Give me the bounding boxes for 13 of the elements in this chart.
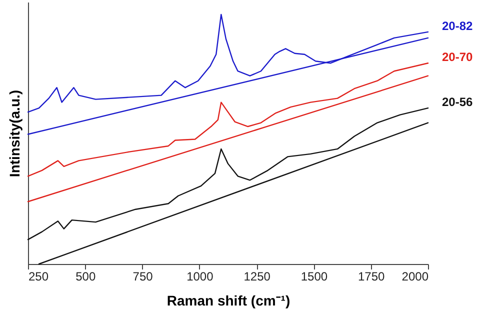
series-label: 20-70 [442,50,474,64]
y-axis-title: Intinsity(a.u.) [6,90,22,178]
x-tick-label: 1500 [300,270,328,284]
series-label: 20-82 [442,18,474,33]
x-tick-label: 250 [28,270,49,284]
x-tick-label: 1250 [244,270,271,284]
x-tick-label: 2000 [402,270,429,284]
x-tick-label: 1000 [186,270,214,284]
x-tick-label: 1750 [358,270,386,284]
x-tick-label: 500 [76,270,96,284]
x-axis-title: Raman shift (cm⁻¹) [166,292,290,308]
x-tick-label: 750 [132,270,154,284]
series-label: 20-56 [442,95,474,110]
